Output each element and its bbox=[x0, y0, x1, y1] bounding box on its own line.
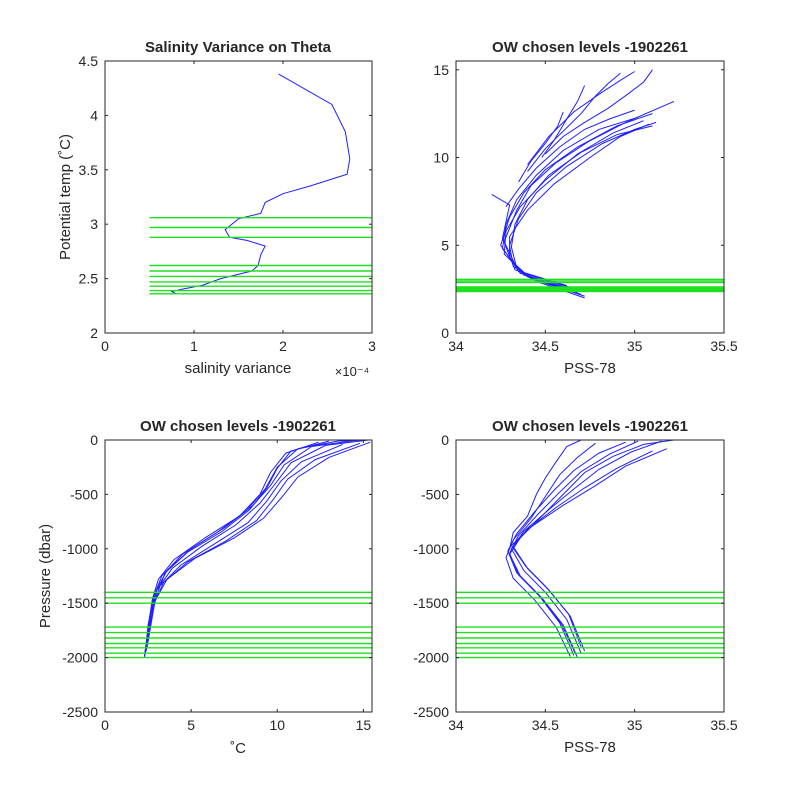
panel-salinity-variance-on-theta: Salinity Variance on Theta 0 1 2 3 2 2.5 3 3.5 4… bbox=[57, 39, 376, 379]
series-line-10 bbox=[527, 72, 621, 172]
series-line-9 bbox=[544, 69, 653, 155]
series-line-8 bbox=[509, 440, 582, 549]
series-line-4 bbox=[144, 441, 319, 657]
panel-title: Salinity Variance on Theta bbox=[145, 39, 332, 56]
series-line-2 bbox=[144, 440, 355, 656]
y-tick-label: -2000 bbox=[62, 650, 98, 666]
y-tick-label: 5 bbox=[441, 237, 449, 253]
x-axis-label: PSS-78 bbox=[564, 739, 616, 756]
y-tick-label: -1000 bbox=[413, 541, 449, 557]
axis-ticks: 0 5 10 15 -2500 -2000 -1500 -1000 -500 0 bbox=[62, 432, 372, 733]
panel-ow-chosen-levels-salinity-theta: OW chosen levels -1902261 34 34.5 35 35.5 0 5… bbox=[433, 39, 737, 377]
series-line-7 bbox=[491, 193, 567, 287]
panel-ow-chosen-levels-salinity-pressure: OW chosen levels -1902261 34 34.5 35 35.5 -2… bbox=[413, 418, 738, 756]
series-line-3 bbox=[510, 440, 662, 654]
series-line-13 bbox=[527, 71, 635, 165]
axes-frame bbox=[104, 439, 373, 713]
y-tick-label: 3.5 bbox=[79, 162, 99, 178]
y-tick-label: -1000 bbox=[62, 541, 98, 557]
series-line-6 bbox=[503, 100, 675, 288]
series-line-12 bbox=[518, 111, 564, 183]
x-axis-label: PSS-78 bbox=[564, 360, 616, 377]
y-tick-label: -500 bbox=[421, 486, 449, 502]
y-tick-label: 2.5 bbox=[79, 271, 99, 287]
plot-area bbox=[105, 440, 372, 659]
panel-ow-chosen-levels-temperature-pressure: OW chosen levels -1902261 0 5 10 15 -2500 -20… bbox=[37, 418, 373, 757]
x-tick-label: 34 bbox=[448, 338, 464, 354]
x-tick-label: 10 bbox=[269, 717, 285, 733]
y-tick-label: -2000 bbox=[413, 650, 449, 666]
axis-ticks: 0 1 2 3 2 2.5 3 3.5 4 4.5 bbox=[79, 53, 377, 354]
plot-area bbox=[456, 440, 724, 659]
y-tick-label: -1500 bbox=[413, 595, 449, 611]
series-line-7 bbox=[147, 441, 371, 642]
y-tick-label: 3 bbox=[90, 216, 98, 232]
y-tick-label: 0 bbox=[441, 432, 449, 448]
axes-frame bbox=[455, 439, 725, 713]
x-tick-label: 0 bbox=[101, 717, 109, 733]
x-tick-label: 5 bbox=[187, 717, 195, 733]
axis-ticks: 34 34.5 35 35.5 0 5 10 15 bbox=[433, 61, 738, 354]
y-axis-label: Pressure (dbar) bbox=[37, 524, 54, 628]
x-tick-label: 2 bbox=[279, 338, 287, 354]
y-tick-label: 4 bbox=[90, 107, 98, 123]
x-tick-label: 34 bbox=[448, 717, 464, 733]
series-line-5 bbox=[500, 113, 653, 290]
x-tick-label: 0 bbox=[101, 338, 109, 354]
panel-title: OW chosen levels -1902261 bbox=[492, 39, 688, 56]
y-tick-label: -2500 bbox=[413, 704, 449, 720]
y-tick-label: -1500 bbox=[62, 595, 98, 611]
y-axis-label: Potential temp (˚C) bbox=[57, 134, 74, 260]
y-tick-label: 15 bbox=[433, 62, 449, 78]
series-line-6 bbox=[510, 448, 667, 647]
y-tick-label: 0 bbox=[90, 432, 98, 448]
y-tick-label: 10 bbox=[433, 150, 449, 166]
x-tick-label: 35 bbox=[627, 338, 643, 354]
plot-area bbox=[456, 69, 724, 299]
axis-ticks: 34 34.5 35 35.5 -2500 -2000 -1500 -1000 -500 0 bbox=[413, 432, 738, 733]
x-tick-label: 1 bbox=[190, 338, 198, 354]
y-tick-label: 4.5 bbox=[79, 53, 99, 69]
x-tick-label: 35.5 bbox=[710, 338, 737, 354]
axes-frame bbox=[104, 60, 373, 334]
x-axis-label: salinity variance bbox=[185, 360, 292, 377]
series-line-7 bbox=[509, 440, 639, 655]
series-line-5 bbox=[505, 442, 596, 657]
x-tick-label: 15 bbox=[356, 717, 372, 733]
x-tick-label: 34.5 bbox=[532, 717, 559, 733]
series-line-14 bbox=[505, 109, 635, 207]
x-tick-label: 34.5 bbox=[532, 338, 559, 354]
y-tick-label: -2500 bbox=[62, 704, 98, 720]
panel-title: OW chosen levels -1902261 bbox=[492, 418, 688, 435]
y-tick-label: 0 bbox=[441, 325, 449, 341]
x-axis-label: ˚C bbox=[230, 740, 246, 757]
x-axis-exponent: ×10⁻⁴ bbox=[335, 364, 370, 379]
panel-title: OW chosen levels -1902261 bbox=[140, 418, 336, 435]
x-tick-label: 3 bbox=[368, 338, 376, 354]
x-tick-label: 35 bbox=[627, 717, 643, 733]
series-line-8 bbox=[144, 440, 330, 655]
series-line-8 bbox=[510, 125, 653, 299]
x-tick-label: 35.5 bbox=[710, 717, 737, 733]
y-tick-label: 2 bbox=[90, 325, 98, 341]
plot-area bbox=[149, 73, 372, 295]
y-tick-label: -500 bbox=[70, 486, 98, 502]
axes-frame bbox=[455, 60, 725, 334]
